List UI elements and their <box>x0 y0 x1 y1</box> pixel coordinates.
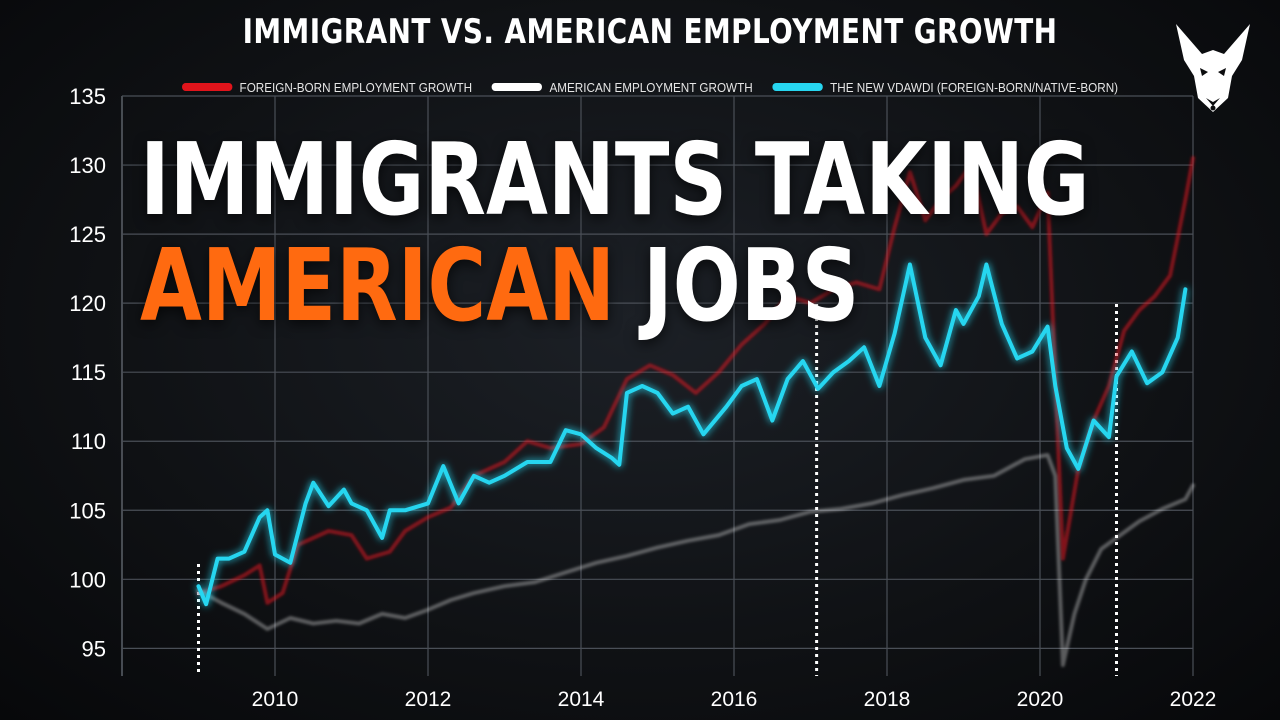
legend-swatch-american <box>491 83 543 91</box>
series-line-0 <box>196 156 1195 605</box>
legend-label-foreign-born: FOREIGN-BORN EMPLOYMENT GROWTH <box>239 79 473 95</box>
legend-label-vdawdi: THE NEW VDAWDI (FOREIGN-BORN/NATIVE-BORN… <box>830 79 1119 95</box>
x-tick-label-2020: 2020 <box>1017 688 1064 711</box>
legend-swatch-vdawdi <box>772 83 823 91</box>
x-tick-label-2022: 2022 <box>1170 688 1217 711</box>
headline: IMMIGRANTS TAKING AMERICAN JOBS <box>140 130 1090 336</box>
y-tick-label-120: 120 <box>69 291 106 316</box>
series-line-1 <box>196 453 1195 667</box>
legend-swatch-foreign-born <box>181 83 233 91</box>
y-tick-label-130: 130 <box>69 153 106 178</box>
legend-label-american: AMERICAN EMPLOYMENT GROWTH <box>549 79 753 95</box>
x-tick-label-2016: 2016 <box>711 688 758 711</box>
x-tick-label-2014: 2014 <box>558 688 605 711</box>
headline-line-1: IMMIGRANTS TAKING <box>140 121 1090 238</box>
y-tick-label-135: 135 <box>69 84 106 109</box>
wolf-logo-icon <box>1176 24 1250 112</box>
chart-title: IMMIGRANT VS. AMERICAN EMPLOYMENT GROWTH <box>242 12 1058 52</box>
headline-line-2: AMERICAN JOBS <box>140 236 1090 336</box>
y-tick-label-105: 105 <box>69 498 106 523</box>
x-tick-label-2012: 2012 <box>405 688 452 711</box>
series-line-2 <box>196 262 1188 607</box>
legend-item-american: AMERICAN EMPLOYMENT GROWTH <box>491 77 753 97</box>
y-tick-label-110: 110 <box>71 429 106 454</box>
legend-item-foreign-born: FOREIGN-BORN EMPLOYMENT GROWTH <box>181 77 473 97</box>
y-tick-label-95: 95 <box>82 636 106 661</box>
y-tick-label-115: 115 <box>71 360 106 385</box>
y-tick-label-125: 125 <box>69 222 106 247</box>
headline-accent-word: AMERICAN <box>140 227 616 344</box>
headline-end-word: JOBS <box>642 227 860 344</box>
legend-item-vdawdi: THE NEW VDAWDI (FOREIGN-BORN/NATIVE-BORN… <box>772 77 1118 97</box>
x-tick-label-2018: 2018 <box>864 688 911 711</box>
x-tick-label-2010: 2010 <box>252 688 299 711</box>
y-tick-label-100: 100 <box>69 567 106 592</box>
legend: FOREIGN-BORN EMPLOYMENT GROWTH AMERICAN … <box>65 77 1235 97</box>
